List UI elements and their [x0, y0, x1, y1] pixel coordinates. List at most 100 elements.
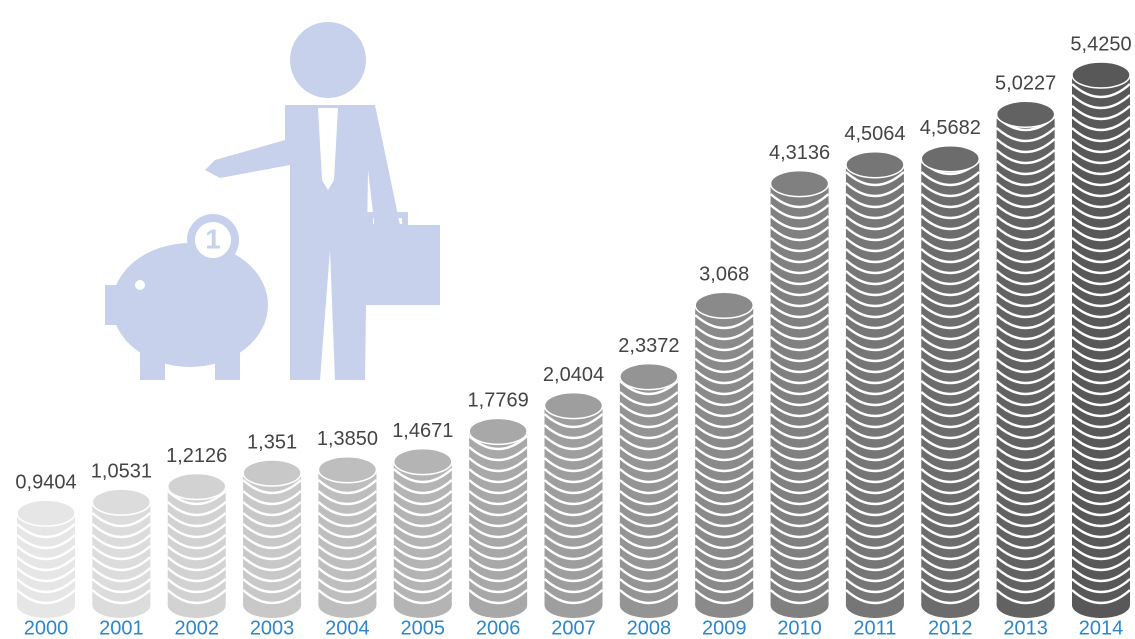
- x-tick-label: 2008: [627, 617, 672, 639]
- coin-edge: [543, 413, 604, 429]
- coin-edge: [619, 545, 679, 561]
- coin-edge: [1071, 424, 1131, 440]
- coin-edge: [468, 567, 528, 583]
- coin-edge: [769, 204, 830, 220]
- coin-edge: [694, 490, 755, 506]
- coin-edge: [317, 567, 378, 583]
- coin-edge: [16, 578, 76, 594]
- coin-edge: [1071, 149, 1131, 165]
- coin-edge: [242, 523, 302, 539]
- coin-edge: [920, 567, 981, 583]
- coin-edge: [920, 347, 981, 363]
- coin-edge: [769, 479, 830, 495]
- coin-edge: [845, 468, 905, 484]
- coin-edge: [845, 204, 905, 220]
- coin-edge: [995, 149, 1056, 165]
- coin-edge: [317, 556, 378, 572]
- coin-edge: [769, 391, 830, 407]
- coin-edge: [920, 457, 981, 473]
- coin-edge: [619, 479, 679, 495]
- value-label: 1,351: [247, 431, 297, 453]
- coin-edge: [920, 259, 981, 275]
- coin-edge: [769, 358, 830, 374]
- coin-edge: [694, 556, 755, 572]
- coin-edge: [769, 237, 830, 253]
- coin-edge: [920, 281, 981, 297]
- coin-edge: [845, 248, 905, 264]
- coin-edge: [995, 215, 1056, 231]
- coin-edge: [242, 490, 302, 506]
- coin-edge: [543, 589, 604, 605]
- coin-edge: [845, 435, 905, 451]
- coin-edge: [91, 567, 152, 583]
- coin-edge: [694, 468, 755, 484]
- coin-edge: [694, 523, 755, 539]
- coin-edge: [845, 325, 905, 341]
- coin-edge: [995, 589, 1056, 605]
- coin-edge: [16, 545, 76, 561]
- coin-edge: [995, 424, 1056, 440]
- coin-edge: [920, 523, 981, 539]
- coin-edge: [769, 534, 830, 550]
- coin-edge: [920, 512, 981, 528]
- coin-edge: [995, 490, 1056, 506]
- coin-edge: [995, 369, 1056, 385]
- coin-edge: [920, 468, 981, 484]
- coin-edge: [920, 545, 981, 561]
- coin-edge: [166, 501, 227, 517]
- coin-edge: [845, 226, 905, 242]
- coin-edge: [995, 380, 1056, 396]
- coin-edge: [619, 446, 679, 462]
- coin-edge: [845, 556, 905, 572]
- coin-edge: [1071, 281, 1131, 297]
- coin-edge: [1071, 347, 1131, 363]
- coin-edge: [468, 523, 528, 539]
- value-label: 4,5064: [844, 123, 905, 145]
- coin-edge: [920, 171, 981, 187]
- coin-top: [393, 447, 453, 476]
- coin-edge: [920, 534, 981, 550]
- coin-edge: [619, 424, 679, 440]
- coin-edge: [1071, 457, 1131, 473]
- coin-edge: [619, 468, 679, 484]
- coin-edge: [845, 589, 905, 605]
- coin-edge: [543, 435, 604, 451]
- x-tick-label: 2009: [702, 617, 747, 639]
- coin-edge: [1071, 490, 1131, 506]
- coin-edge: [242, 501, 302, 517]
- coin-edge: [845, 193, 905, 209]
- coin-edge: [317, 490, 378, 506]
- value-label: 5,0227: [995, 73, 1056, 95]
- coin-edge: [1071, 138, 1131, 154]
- coin-edge: [317, 501, 378, 517]
- coin-edge: [1071, 215, 1131, 231]
- coin-edge: [995, 171, 1056, 187]
- coin-edge: [920, 292, 981, 308]
- coin-edge: [845, 259, 905, 275]
- coin-edge: [1071, 248, 1131, 264]
- coin-edge: [91, 578, 152, 594]
- coin-edge: [468, 589, 528, 605]
- coin-edge: [995, 347, 1056, 363]
- coin-edge: [392, 479, 453, 495]
- coin-edge: [694, 347, 755, 363]
- coin-edge: [920, 446, 981, 462]
- coin-edge: [1071, 171, 1131, 187]
- coin-edge: [995, 226, 1056, 242]
- coin-edge: [769, 545, 830, 561]
- coin-edge: [392, 501, 453, 517]
- coin-edge: [543, 567, 604, 583]
- x-tick-label: 2002: [174, 617, 219, 639]
- coin-top: [242, 459, 302, 487]
- value-label: 4,3136: [769, 142, 830, 164]
- coin-top: [317, 455, 378, 484]
- coin-edge: [920, 490, 981, 506]
- coin-edge: [694, 336, 755, 352]
- coin-edge: [1071, 237, 1131, 253]
- coin-edge: [995, 512, 1056, 528]
- coin-edge: [1071, 435, 1131, 451]
- coin-edge: [845, 523, 905, 539]
- coin-edge: [1071, 402, 1131, 418]
- coin-edge: [845, 380, 905, 396]
- coin-top: [694, 291, 754, 320]
